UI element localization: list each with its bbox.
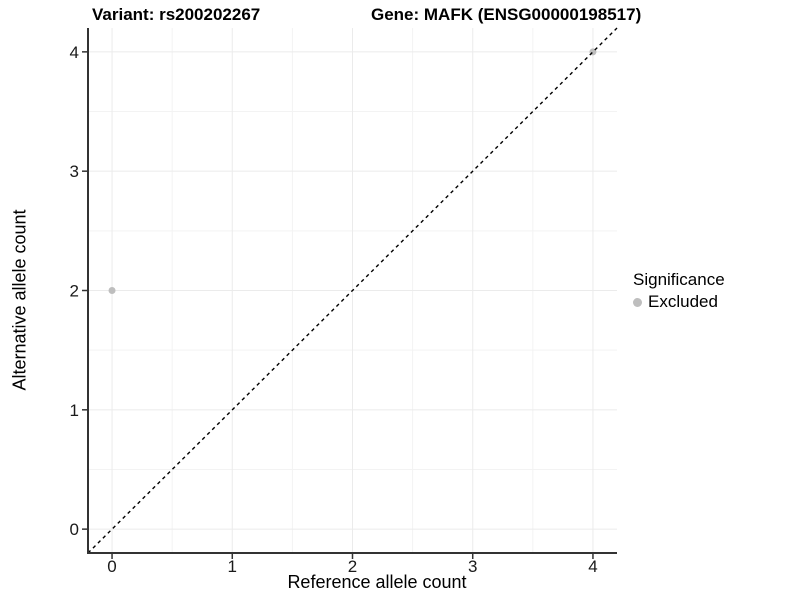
y-axis-title: Alternative allele count — [9, 209, 30, 391]
x-tick-label: 2 — [348, 557, 357, 576]
y-tick-label: 2 — [70, 282, 79, 301]
y-tick-label: 0 — [70, 520, 79, 539]
excluded-point-icon — [633, 297, 642, 307]
x-tick-label: 0 — [107, 557, 116, 576]
legend-title: Significance — [633, 270, 725, 289]
x-tick-label: 1 — [228, 557, 237, 576]
plot-title-row: Variant: rs200202267 Gene: MAFK (ENSG000… — [0, 5, 800, 29]
plot-title-gene: Gene: MAFK (ENSG00000198517) — [371, 5, 642, 24]
identity-line — [87, 27, 618, 554]
legend: Significance Excluded — [633, 270, 725, 312]
plot-title-variant: Variant: rs200202267 — [92, 5, 261, 24]
legend-item-label: Excluded — [648, 292, 718, 311]
y-tick-label: 4 — [70, 43, 79, 62]
legend-item-excluded: Excluded — [633, 292, 725, 312]
x-tick-label: 3 — [468, 557, 477, 576]
x-tick-label: 4 — [588, 557, 597, 576]
y-tick-label: 1 — [70, 401, 79, 420]
y-tick-label: 3 — [70, 162, 79, 181]
data-point — [108, 287, 116, 294]
x-axis-title: Reference allele count — [287, 572, 467, 592]
